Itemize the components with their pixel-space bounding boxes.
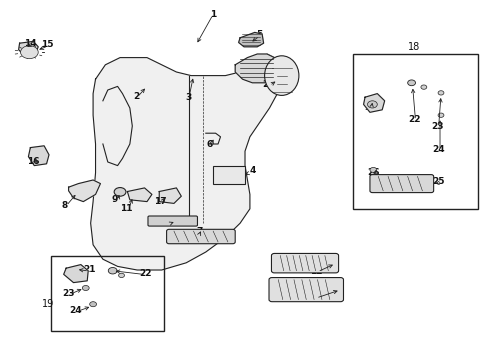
Text: 6: 6: [207, 140, 213, 149]
Text: 1: 1: [210, 10, 216, 19]
Circle shape: [21, 46, 38, 59]
Polygon shape: [364, 94, 385, 112]
Bar: [353, 54, 478, 209]
Text: 4: 4: [249, 166, 256, 175]
Text: 7: 7: [196, 227, 203, 236]
FancyBboxPatch shape: [271, 253, 339, 273]
Text: 9: 9: [112, 195, 119, 204]
FancyBboxPatch shape: [148, 216, 197, 226]
FancyBboxPatch shape: [370, 175, 434, 193]
Text: 26: 26: [367, 168, 380, 177]
Bar: [51, 256, 164, 331]
Polygon shape: [64, 265, 88, 283]
Text: 10: 10: [160, 219, 173, 228]
Circle shape: [370, 167, 377, 172]
Text: 13: 13: [308, 293, 321, 302]
Polygon shape: [19, 41, 38, 55]
Polygon shape: [239, 32, 264, 47]
Text: 24: 24: [432, 145, 445, 154]
Text: 22: 22: [139, 269, 151, 278]
Text: 3: 3: [186, 94, 192, 103]
Text: 24: 24: [70, 306, 82, 315]
Text: 11: 11: [120, 204, 133, 213]
Polygon shape: [28, 146, 49, 166]
Circle shape: [119, 273, 124, 278]
Text: 8: 8: [62, 201, 68, 210]
Text: 27: 27: [262, 80, 275, 89]
Text: 12: 12: [310, 266, 322, 276]
Circle shape: [438, 113, 444, 117]
Text: 14: 14: [24, 40, 37, 49]
Circle shape: [438, 91, 444, 95]
Text: 15: 15: [41, 40, 53, 49]
Text: 25: 25: [432, 177, 445, 186]
FancyBboxPatch shape: [167, 229, 235, 244]
Polygon shape: [127, 188, 152, 202]
Text: 19: 19: [42, 299, 54, 309]
Circle shape: [82, 285, 89, 291]
Ellipse shape: [265, 56, 299, 95]
Text: 21: 21: [83, 266, 96, 275]
Text: 23: 23: [62, 289, 75, 298]
Text: 2: 2: [133, 92, 139, 101]
Circle shape: [368, 101, 377, 108]
Text: 17: 17: [154, 197, 167, 206]
Text: 22: 22: [408, 115, 420, 124]
Text: 16: 16: [27, 157, 40, 166]
Bar: [213, 166, 245, 184]
Text: 5: 5: [257, 30, 263, 39]
Circle shape: [114, 188, 126, 196]
Text: 20: 20: [364, 103, 376, 112]
Polygon shape: [235, 54, 279, 83]
Circle shape: [408, 80, 416, 86]
Circle shape: [90, 302, 97, 307]
Polygon shape: [159, 188, 181, 203]
Polygon shape: [69, 180, 100, 202]
FancyBboxPatch shape: [269, 278, 343, 302]
Circle shape: [421, 85, 427, 89]
Polygon shape: [91, 54, 279, 270]
Text: 23: 23: [431, 122, 443, 131]
Text: 18: 18: [408, 42, 420, 52]
Circle shape: [108, 267, 117, 274]
